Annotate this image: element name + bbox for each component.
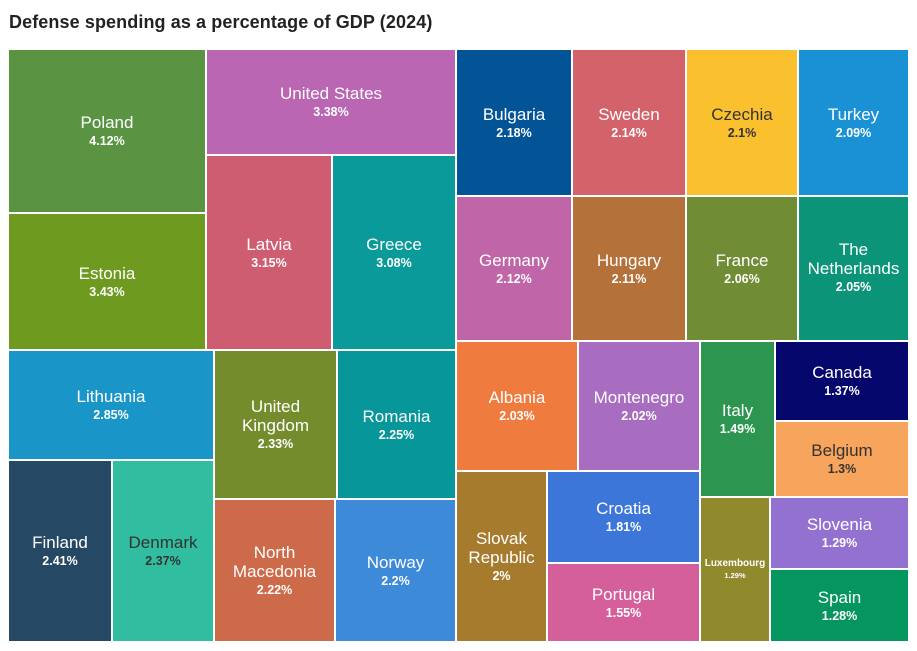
tile-value: 3.15% xyxy=(251,255,287,270)
tile-value: 2.25% xyxy=(378,427,415,442)
tile-value: 2.14% xyxy=(611,125,647,140)
tile-label: North Macedonia xyxy=(232,543,317,581)
tile-slovak-republic[interactable]: Slovak Republic 2% xyxy=(456,471,547,642)
tile-value: 2.06% xyxy=(724,271,760,286)
tile-label: United Kingdom xyxy=(241,397,310,435)
tile-label: Poland xyxy=(80,113,134,132)
tile-greece[interactable]: Greece 3.08% xyxy=(332,155,456,350)
tile-value: 1.81% xyxy=(605,520,642,534)
tile-value: 1.55% xyxy=(605,605,642,620)
tile-value: 1.3% xyxy=(827,462,857,476)
tile-value: 1.37% xyxy=(824,384,860,398)
tile-value: 3.43% xyxy=(89,284,125,299)
tile-label: Latvia xyxy=(246,234,292,254)
tile-label: Bulgaria xyxy=(482,104,546,124)
tile-value: 1.28% xyxy=(821,608,858,623)
tile-label: United States xyxy=(279,84,383,103)
tile-label: Lithuania xyxy=(76,387,146,406)
tile-value: 2.37% xyxy=(145,554,181,568)
tile-value: 1.29% xyxy=(724,571,746,580)
tile-label: Slovenia xyxy=(806,515,873,534)
tile-label: Canada xyxy=(812,363,872,382)
tile-bulgaria[interactable]: Bulgaria 2.18% xyxy=(456,49,572,196)
tile-north-macedonia[interactable]: North Macedonia 2.22% xyxy=(214,499,335,642)
tile-united-kingdom[interactable]: United Kingdom 2.33% xyxy=(214,350,337,499)
tile-label: Italy xyxy=(721,401,754,420)
tile-value: 2.12% xyxy=(496,271,532,286)
tile-italy[interactable]: Italy 1.49% xyxy=(700,341,775,497)
tile-value: 2.03% xyxy=(499,409,535,423)
tile-slovenia[interactable]: Slovenia 1.29% xyxy=(770,497,909,569)
tile-value: 2.09% xyxy=(835,125,872,140)
tile-label: France xyxy=(715,250,769,270)
tile-label: Montenegro xyxy=(593,388,685,407)
tile-value: 3.08% xyxy=(376,255,412,270)
tile-canada[interactable]: Canada 1.37% xyxy=(775,341,909,421)
tile-finland[interactable]: Finland 2.41% xyxy=(8,460,112,642)
tile-value: 2.41% xyxy=(42,554,78,568)
tile-label: Portugal xyxy=(591,584,656,604)
tile-value: 2.22% xyxy=(256,583,293,597)
tile-value: 1.49% xyxy=(719,422,756,436)
tile-label: Czechia xyxy=(711,104,773,124)
tile-label: Greece xyxy=(366,234,422,254)
tile-croatia[interactable]: Croatia 1.81% xyxy=(547,471,700,563)
tile-estonia[interactable]: Estonia 3.43% xyxy=(8,213,206,350)
tile-label: The Netherlands xyxy=(807,240,900,278)
tile-belgium[interactable]: Belgium 1.3% xyxy=(775,421,909,497)
tile-label: Sweden xyxy=(598,104,660,124)
tile-portugal[interactable]: Portugal 1.55% xyxy=(547,563,700,642)
tile-hungary[interactable]: Hungary 2.11% xyxy=(572,196,686,341)
tile-label: Germany xyxy=(479,250,549,270)
tile-label: Estonia xyxy=(78,263,136,283)
tile-label: Norway xyxy=(366,552,425,572)
tile-lithuania[interactable]: Lithuania 2.85% xyxy=(8,350,214,460)
tile-label: Finland xyxy=(32,533,88,552)
tile-turkey[interactable]: Turkey 2.09% xyxy=(798,49,909,196)
tile-value: 2.2% xyxy=(381,573,410,588)
tile-value: 2.85% xyxy=(93,408,129,422)
tile-denmark[interactable]: Denmark 2.37% xyxy=(112,460,214,642)
tile-spain[interactable]: Spain 1.28% xyxy=(770,569,909,642)
tile-value: 2.11% xyxy=(611,271,647,286)
tile-value: 1.29% xyxy=(821,536,858,550)
tile-poland[interactable]: Poland 4.12% xyxy=(8,49,206,213)
tile-label: Slovak Republic xyxy=(468,529,535,567)
tile-germany[interactable]: Germany 2.12% xyxy=(456,196,572,341)
chart-title: Defense spending as a percentage of GDP … xyxy=(9,12,433,32)
tile-luxembourg[interactable]: Luxembourg 1.29% xyxy=(700,497,770,642)
tile-czechia[interactable]: Czechia 2.1% xyxy=(686,49,798,196)
tile-norway[interactable]: Norway 2.2% xyxy=(335,499,456,642)
tile-value: 2.33% xyxy=(257,437,294,451)
tile-label: Spain xyxy=(817,587,862,607)
tile-label: Turkey xyxy=(827,104,880,124)
tile-montenegro[interactable]: Montenegro 2.02% xyxy=(578,341,700,471)
tile-albania[interactable]: Albania 2.03% xyxy=(456,341,578,471)
tile-label: Belgium xyxy=(811,441,873,460)
tile-label: Luxembourg xyxy=(704,558,766,569)
tile-united-states[interactable]: United States 3.38% xyxy=(206,49,456,155)
tile-sweden[interactable]: Sweden 2.14% xyxy=(572,49,686,196)
tile-label: Albania xyxy=(488,388,546,407)
tile-the-netherlands[interactable]: The Netherlands 2.05% xyxy=(798,196,909,341)
tile-value: 3.38% xyxy=(313,105,349,119)
tile-value: 2.18% xyxy=(496,125,532,140)
tile-value: 4.12% xyxy=(89,134,125,148)
tile-label: Hungary xyxy=(596,250,662,270)
tile-value: 2.1% xyxy=(727,125,757,140)
tile-label: Croatia xyxy=(596,499,651,518)
tile-romania[interactable]: Romania 2.25% xyxy=(337,350,456,499)
tile-latvia[interactable]: Latvia 3.15% xyxy=(206,155,332,350)
tile-value: 2.05% xyxy=(835,280,872,294)
tile-value: 2% xyxy=(492,569,511,583)
tile-value: 2.02% xyxy=(621,409,657,423)
tile-label: Denmark xyxy=(128,533,198,552)
tile-france[interactable]: France 2.06% xyxy=(686,196,798,341)
tile-label: Romania xyxy=(362,406,431,426)
